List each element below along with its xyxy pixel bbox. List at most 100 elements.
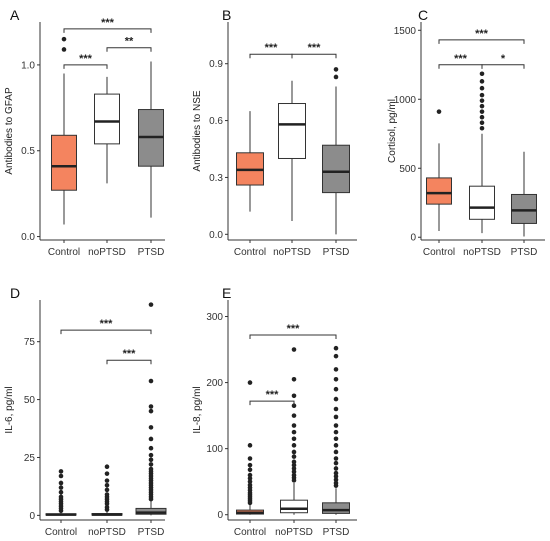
significance-label: * — [501, 53, 506, 65]
outlier-point — [479, 109, 485, 114]
y-tick-label: 0 — [29, 511, 35, 522]
outlier-point — [333, 423, 339, 428]
outlier-point — [333, 470, 339, 476]
box-control — [236, 380, 264, 515]
panel-label: B — [222, 7, 231, 23]
x-tick-label: Control — [45, 527, 77, 538]
outlier-point — [291, 449, 297, 455]
bracket-line — [63, 28, 152, 33]
y-axis-title: IL-8, pg/ml — [192, 386, 203, 433]
box-ptsd — [322, 345, 350, 515]
outlier-point — [247, 380, 253, 385]
outlier-point — [104, 487, 110, 493]
x-tick-label: noPTSD — [273, 247, 311, 258]
outlier-point — [479, 85, 485, 91]
significance-bracket: *** — [249, 323, 337, 340]
box-body — [278, 103, 306, 159]
outlier-point — [479, 92, 485, 98]
outlier-point — [104, 482, 110, 488]
box-body — [469, 185, 495, 220]
x-tick-label: noPTSD — [88, 527, 126, 538]
panel-label: A — [10, 7, 20, 23]
outlier-point — [148, 408, 154, 414]
box-control — [236, 111, 264, 212]
y-tick-label: 75 — [24, 337, 36, 348]
y-axis-title: Antibodies to GFAP — [4, 87, 15, 175]
outlier-point — [479, 103, 485, 109]
outlier-point — [247, 476, 253, 481]
significance-label: *** — [475, 28, 489, 40]
box-body — [426, 177, 452, 205]
outlier-point — [58, 469, 64, 474]
significance-bracket: *** — [291, 42, 337, 59]
bracket-line — [291, 53, 337, 59]
chart-panel-b: B 0.0 0.3 0.6 0.9 Antibodies to NSE Control noP… — [192, 7, 357, 258]
box-ptsd — [322, 67, 350, 235]
box-body — [94, 93, 120, 145]
outlier-point — [148, 436, 154, 442]
outlier-point — [333, 74, 339, 80]
outlier-point — [479, 120, 485, 126]
bracket-line — [438, 64, 483, 69]
x-tick-label: noPTSD — [88, 247, 126, 258]
y-tick-label: 0.5 — [21, 146, 35, 157]
chart-panel-c: C 0 500 1000 1500 Cortisol, pg/ml Control noPTS… — [387, 7, 545, 258]
box-body — [322, 144, 350, 194]
outlier-point — [148, 425, 154, 430]
y-tick-label: 1.0 — [21, 60, 35, 71]
outlier-point — [291, 436, 297, 442]
outlier-point — [333, 466, 339, 471]
box-body — [322, 502, 350, 514]
outlier-point — [247, 479, 253, 484]
outlier-point — [479, 79, 485, 84]
y-tick-label: 0.3 — [209, 173, 223, 184]
y-tick-label: 300 — [206, 312, 223, 323]
bracket-line — [60, 329, 152, 335]
box-body — [511, 193, 537, 224]
outlier-point — [479, 125, 485, 131]
outlier-point — [104, 464, 110, 470]
outlier-point — [333, 345, 339, 351]
outlier-point — [148, 445, 154, 451]
box-noptsd — [278, 80, 306, 222]
outlier-point — [247, 467, 253, 473]
outlier-point — [291, 462, 297, 468]
outlier-point — [148, 302, 154, 307]
y-tick-label: 50 — [24, 395, 36, 406]
outlier-point — [58, 480, 64, 486]
significance-label: *** — [100, 318, 114, 330]
y-tick-label: 200 — [206, 378, 223, 389]
significance-bracket: *** — [249, 389, 295, 406]
panel-label: E — [222, 285, 231, 301]
box-noptsd — [469, 71, 495, 234]
box-noptsd — [91, 464, 123, 516]
y-tick-label: 1000 — [394, 95, 417, 106]
box-ptsd — [511, 151, 537, 237]
outlier-point — [333, 480, 339, 486]
outlier-point — [58, 473, 64, 479]
y-axis-title: Antibodies to NSE — [192, 90, 203, 171]
bracket-line — [249, 334, 337, 340]
outlier-point — [333, 456, 339, 461]
x-tick-label: Control — [234, 247, 266, 258]
x-tick-label: Control — [234, 527, 266, 538]
significance-bracket: *** — [106, 348, 152, 365]
significance-label: *** — [266, 389, 280, 401]
bracket-line — [106, 359, 152, 365]
x-tick-label: PTSD — [511, 247, 538, 258]
x-tick-label: noPTSD — [275, 527, 313, 538]
y-tick-label: 0.0 — [21, 232, 35, 243]
bracket-line — [481, 64, 525, 69]
outlier-point — [333, 353, 339, 359]
outlier-point — [479, 114, 485, 120]
significance-bracket: *** — [63, 17, 152, 33]
y-tick-label: 500 — [399, 164, 416, 175]
outlier-point — [479, 98, 485, 103]
outlier-point — [148, 378, 154, 384]
x-tick-label: PTSD — [138, 247, 165, 258]
bracket-line — [249, 400, 295, 406]
outlier-point — [291, 454, 297, 459]
outlier-point — [148, 457, 154, 463]
outlier-point — [333, 477, 339, 482]
y-tick-label: 1500 — [394, 26, 417, 37]
